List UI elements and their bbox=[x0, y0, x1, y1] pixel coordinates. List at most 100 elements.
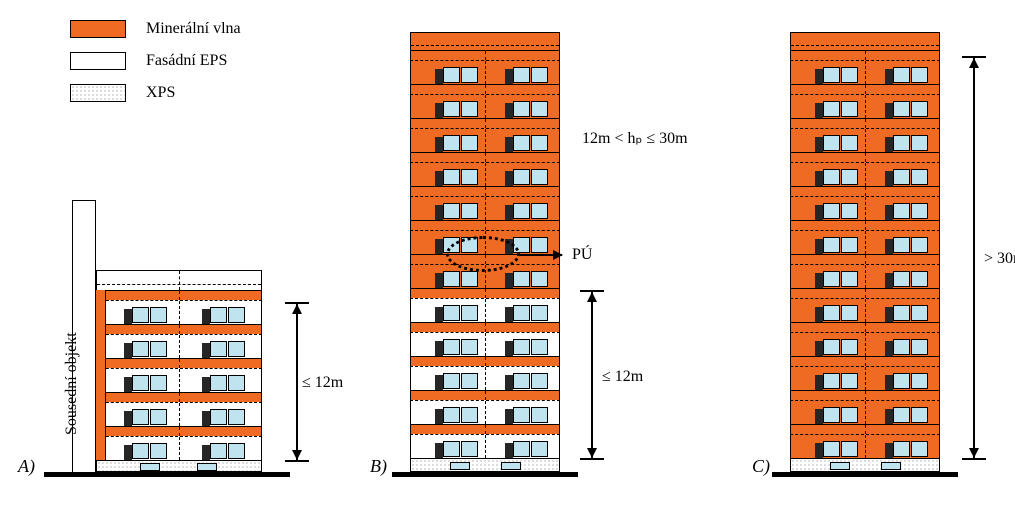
floor-band bbox=[790, 196, 940, 220]
center-dashed-line bbox=[865, 391, 866, 400]
center-dashed-line bbox=[485, 61, 486, 84]
lintel-band bbox=[96, 290, 262, 300]
lintel-band bbox=[790, 390, 940, 400]
floor-band bbox=[410, 94, 560, 118]
window-pane bbox=[823, 271, 840, 287]
plinth-vent bbox=[881, 462, 901, 470]
window-pane bbox=[823, 305, 840, 321]
center-dashed-line bbox=[485, 85, 486, 94]
legend-label-mineral_wool: Minerální vlna bbox=[146, 20, 241, 38]
window-pane bbox=[150, 341, 167, 357]
center-dashed-line bbox=[485, 435, 486, 458]
roof-strip bbox=[410, 32, 560, 50]
lintel-band bbox=[96, 324, 262, 334]
center-dashed-line bbox=[485, 129, 486, 152]
window-pane bbox=[911, 101, 928, 117]
center-dashed-line bbox=[179, 271, 180, 290]
roof-a bbox=[96, 270, 262, 290]
center-dashed-line bbox=[485, 357, 486, 366]
dimension-label: > 30m bbox=[984, 250, 1015, 268]
window-pane bbox=[443, 305, 460, 321]
window-pane bbox=[210, 409, 227, 425]
floor-band bbox=[790, 366, 940, 390]
window-pane bbox=[132, 341, 149, 357]
plinth-xps bbox=[410, 458, 560, 472]
center-dashed-line bbox=[865, 357, 866, 366]
floor-band bbox=[96, 334, 262, 358]
window-pane bbox=[911, 407, 928, 423]
window-pane bbox=[841, 135, 858, 151]
window-pane bbox=[461, 101, 478, 117]
floor-band bbox=[96, 300, 262, 324]
lintel-band bbox=[410, 390, 560, 400]
window-pane bbox=[823, 339, 840, 355]
center-dashed-line bbox=[865, 187, 866, 196]
building-c bbox=[790, 32, 940, 472]
window-pane bbox=[443, 203, 460, 219]
window-pane bbox=[893, 237, 910, 253]
center-dashed-line bbox=[865, 129, 866, 152]
floor-band bbox=[790, 400, 940, 424]
center-dashed-line bbox=[179, 325, 180, 334]
floor-band bbox=[790, 298, 940, 322]
lintel-band bbox=[410, 84, 560, 94]
lintel-band bbox=[410, 288, 560, 298]
legend-swatch-xps bbox=[70, 84, 126, 102]
window-pane bbox=[228, 409, 245, 425]
lintel-band bbox=[790, 84, 940, 94]
window-pane bbox=[150, 443, 167, 459]
floor-band bbox=[790, 128, 940, 152]
floor-band bbox=[790, 60, 940, 84]
floor-band bbox=[410, 366, 560, 390]
window-pane bbox=[911, 203, 928, 219]
window-pane bbox=[531, 237, 548, 253]
center-dashed-line bbox=[485, 323, 486, 332]
pu-arrow bbox=[520, 254, 562, 256]
lintel-band bbox=[790, 50, 940, 60]
neighbour-label: Sousední objekt bbox=[63, 332, 81, 435]
center-dashed-line bbox=[865, 51, 866, 60]
window-pane bbox=[513, 135, 530, 151]
plinth-vent bbox=[140, 463, 160, 471]
floor-band bbox=[790, 230, 940, 254]
window-pane bbox=[893, 101, 910, 117]
window-pane bbox=[841, 271, 858, 287]
window-pane bbox=[443, 135, 460, 151]
window-pane bbox=[513, 339, 530, 355]
center-dashed-line bbox=[865, 95, 866, 118]
center-dashed-line bbox=[865, 435, 866, 458]
ground-b bbox=[392, 472, 578, 477]
window-pane bbox=[150, 409, 167, 425]
center-dashed-line bbox=[179, 369, 180, 392]
center-dashed-line bbox=[179, 301, 180, 324]
window-pane bbox=[893, 169, 910, 185]
center-dashed-line bbox=[865, 61, 866, 84]
window-pane bbox=[893, 373, 910, 389]
center-dashed-line bbox=[485, 401, 486, 424]
label-a: A) bbox=[18, 456, 35, 477]
window-pane bbox=[911, 339, 928, 355]
floor-band bbox=[410, 332, 560, 356]
window-pane bbox=[911, 271, 928, 287]
window-pane bbox=[823, 237, 840, 253]
window-pane bbox=[132, 375, 149, 391]
center-dashed-line bbox=[485, 299, 486, 322]
center-dashed-line bbox=[865, 85, 866, 94]
lintel-band bbox=[96, 426, 262, 436]
window-pane bbox=[513, 305, 530, 321]
building-a bbox=[96, 270, 262, 472]
window-pane bbox=[513, 373, 530, 389]
window-pane bbox=[513, 203, 530, 219]
legend-row: Minerální vlna bbox=[70, 20, 241, 38]
lintel-band bbox=[790, 424, 940, 434]
window-pane bbox=[461, 305, 478, 321]
window-pane bbox=[893, 339, 910, 355]
lintel-band bbox=[790, 152, 940, 162]
window-pane bbox=[461, 203, 478, 219]
window-pane bbox=[443, 169, 460, 185]
window-pane bbox=[132, 409, 149, 425]
window-pane bbox=[531, 407, 548, 423]
floor-band bbox=[96, 368, 262, 392]
floor-band bbox=[410, 434, 560, 458]
window-pane bbox=[841, 339, 858, 355]
